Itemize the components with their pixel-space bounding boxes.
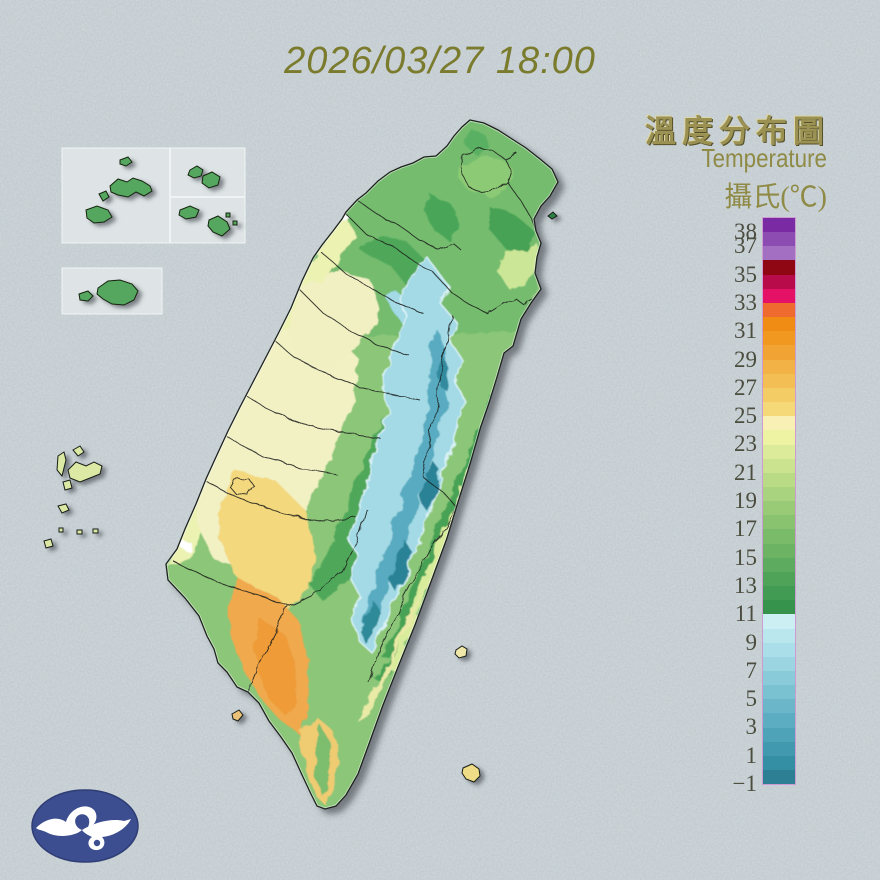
- legend-tick-label: 23: [734, 431, 757, 457]
- legend-tick-label: 7: [745, 657, 758, 683]
- legend-color-band: [763, 274, 795, 289]
- legend-color-band: [763, 557, 795, 572]
- legend-tick-label: 35: [734, 261, 757, 287]
- legend-color-band: [763, 444, 795, 459]
- legend-tick-label: 5: [745, 686, 758, 712]
- legend-color-band: [763, 331, 795, 346]
- inset-boxes: [61, 147, 246, 315]
- legend-tick-label: 21: [734, 459, 757, 485]
- legend-color-band: [763, 232, 795, 247]
- legend-tick-label: 9: [745, 629, 758, 655]
- legend-color-band: [763, 317, 795, 332]
- legend-tick-label: 11: [734, 601, 757, 627]
- legend-tick-label: −1: [732, 771, 757, 796]
- legend-color-band: [763, 642, 795, 657]
- legend-color-band: [763, 713, 795, 728]
- legend-color-band: [763, 755, 795, 771]
- legend-color-band: [763, 402, 795, 417]
- legend-color-band: [763, 288, 795, 303]
- legend-color-band: [763, 260, 795, 275]
- green-island: [454, 645, 468, 659]
- legend-color-band: [763, 345, 795, 360]
- legend-tick-label: 37: [734, 233, 757, 259]
- xiaoliuqiu-island: [231, 709, 244, 722]
- penghu-archipelago: [43, 445, 103, 549]
- legend-title-en: Temperature: [701, 143, 827, 173]
- legend-color-band: [763, 614, 795, 629]
- temperature-shading: [167, 120, 558, 805]
- legend-color-band: [763, 218, 795, 233]
- legend-color-band: [763, 302, 795, 318]
- legend-color-band: [763, 656, 795, 671]
- legend-tick-label: 27: [734, 374, 757, 400]
- guishan-island: [547, 211, 558, 220]
- offshore-islet-group: [78, 279, 139, 306]
- legend-color-band: [763, 770, 795, 785]
- matsu-south-islands: [178, 205, 238, 237]
- legend-tick-label: 29: [734, 346, 757, 372]
- legend-tick-label: 13: [734, 572, 757, 598]
- legend-tick-label: 33: [734, 289, 757, 315]
- legend-tick-label: 38: [734, 219, 757, 245]
- legend-color-band: [763, 671, 795, 686]
- legend-tick-label: 25: [734, 403, 757, 429]
- legend-color-band: [763, 699, 795, 714]
- legend-tick-label: 19: [734, 488, 757, 513]
- orchid-island: [461, 763, 481, 783]
- legend-color-band: [763, 586, 795, 601]
- legend-color-band: [763, 515, 795, 530]
- legend-tick-label: 3: [745, 714, 758, 740]
- legend-color-band: [763, 458, 795, 473]
- legend-color-band: [763, 529, 795, 544]
- legend-color-band: [763, 741, 795, 756]
- logo-swirl-top: [83, 817, 89, 823]
- legend-colorbar: [762, 217, 796, 785]
- legend-tick-label: 31: [734, 318, 757, 344]
- legend-color-band: [763, 543, 795, 558]
- legend-color-band: [763, 727, 795, 742]
- county-boundaries: [172, 146, 537, 703]
- legend-title-zh: 溫度分布圖: [645, 114, 830, 149]
- legend-color-band: [763, 685, 795, 700]
- legend-color-band: [763, 628, 795, 643]
- logo-swirl-bottom: [93, 839, 101, 847]
- legend-color-band: [763, 416, 795, 431]
- legend-color-band: [763, 359, 795, 374]
- legend-color-band: [763, 571, 795, 587]
- legend-color-band: [763, 472, 795, 487]
- legend-color-band: [763, 373, 795, 388]
- legend-unit-label: 攝氏(℃): [724, 182, 827, 213]
- legend-color-band: [763, 387, 795, 403]
- kinmen-islands: [85, 156, 153, 224]
- legend-color-band: [763, 600, 795, 615]
- legend-color-band: [763, 486, 795, 502]
- legend-tick-label: 1: [745, 742, 758, 768]
- legend-color-band: [763, 246, 795, 261]
- coastline-outline: [165, 119, 559, 810]
- matsu-north-islands: [187, 165, 221, 189]
- legend-color-band: [763, 430, 795, 445]
- legend-tick-label: 15: [734, 544, 757, 570]
- legend-tick-label: 17: [734, 516, 757, 542]
- map-datetime: 2026/03/27 18:00: [284, 40, 596, 82]
- central-weather-administration-logo: [31, 789, 139, 863]
- legend-color-band: [763, 501, 795, 516]
- offshore-islands: [43, 211, 558, 783]
